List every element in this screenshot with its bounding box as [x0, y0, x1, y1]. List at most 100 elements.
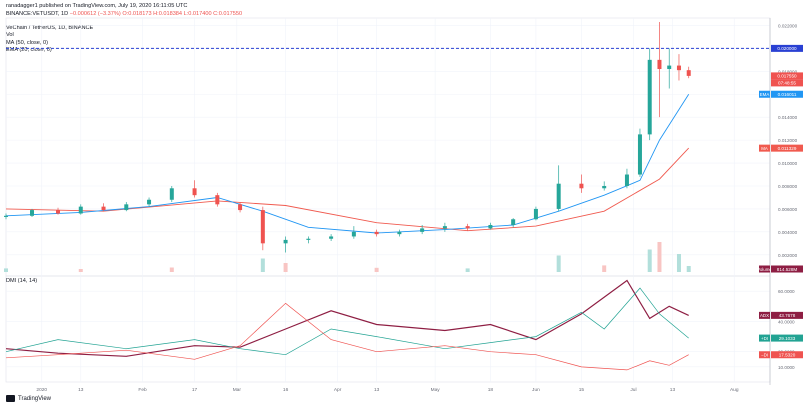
volume-bar: [556, 255, 561, 272]
candle-body: [124, 204, 129, 211]
candle-body: [374, 231, 379, 235]
time-tick-label: 16: [283, 387, 289, 393]
volume-bars: [4, 242, 691, 272]
price-tick-label: 0.010000: [778, 161, 798, 166]
candle-body: [78, 206, 83, 214]
volume-bar: [283, 263, 288, 272]
adx-tag-bg: [771, 311, 803, 319]
last-price-tag: 0.017550: [771, 72, 803, 80]
countdown-tag: 07:48:55: [771, 79, 803, 87]
candle-body: [351, 231, 356, 237]
ema20-line: [5, 93, 690, 234]
plus_di-tag: +DI 29.1033: [759, 334, 803, 342]
time-tick-label: May: [431, 387, 441, 393]
volume-tag: Volume 814.528M: [757, 265, 803, 273]
plus_di-tag-text: 29.1033: [779, 336, 796, 341]
dmi-tick-label: 10.0000: [778, 365, 795, 370]
minus_di-tag-prefix-bg: [759, 351, 770, 359]
ohlc-text: O:0.018173 H:0.018384 L:0.017400 C:0.017…: [122, 11, 243, 17]
ma-tag-bg: [771, 144, 803, 152]
volume-bar: [686, 266, 691, 272]
candle-body: [4, 215, 8, 217]
ma-tag-text: 0.011329: [778, 146, 797, 151]
dmi-tick-label: 60.0000: [778, 289, 795, 294]
symbol-name: BINANCE:VETUSDT, 1D: [6, 11, 69, 17]
time-tick-label: Aug: [730, 387, 739, 393]
publish-line: ranadagger1 published on TradingView.com…: [6, 3, 188, 9]
candle-body: [686, 70, 691, 76]
ma-tag-prefix: MA: [761, 146, 768, 151]
ma50-line: [5, 147, 690, 232]
candle-body: [192, 188, 197, 196]
time-tick-label: 15: [579, 387, 585, 393]
candle-body: [488, 224, 493, 229]
price-tick-label: 0.018000: [778, 69, 798, 74]
plus_di-tag-bg: [771, 334, 803, 342]
ma-tag: MA 0.011329: [759, 144, 803, 152]
candle-body: [283, 239, 288, 244]
dmi-legend: DMI (14, 14): [6, 278, 38, 284]
candle-body: [602, 185, 607, 189]
time-tick-label: 13: [670, 387, 676, 393]
volume-bar: [260, 258, 265, 272]
candle-body: [238, 204, 243, 211]
resistance-tag-text: 0.020000: [777, 46, 797, 51]
axes: 0.0220000.0200000.0180000.0160000.014000…: [36, 18, 798, 393]
candle-body: [647, 59, 652, 135]
countdown-tag-text: 07:48:55: [778, 81, 796, 86]
ma-tag-prefix-bg: [759, 144, 770, 152]
ema-tag-prefix: EMA: [760, 92, 770, 97]
vol-legend: Vol: [6, 32, 14, 38]
time-tick-label: Jun: [532, 387, 540, 393]
volume-tag-prefix-bg: [759, 265, 770, 273]
time-tick-label: Apr: [334, 387, 342, 393]
minus_di-tag-bg: [771, 351, 803, 359]
candle-body: [533, 208, 538, 220]
adx-tag-prefix: ADX: [760, 313, 769, 318]
price-tick-label: 0.022000: [778, 23, 798, 28]
price-tick-label: 0.008000: [778, 184, 798, 189]
candle-body: [442, 226, 447, 229]
minus_di-tag-text: 17.5320: [779, 353, 796, 358]
volume-tag-bg: [771, 265, 803, 273]
candle-body: [215, 195, 220, 205]
tradingview-logo[interactable]: TradingView: [6, 395, 51, 402]
candle-body: [329, 236, 334, 239]
volume-bar: [78, 269, 83, 272]
volume-bar: [374, 267, 379, 272]
main-pane-border: [5, 17, 771, 277]
minus_di-tag-prefix: −DI: [761, 353, 768, 358]
price-tick-label: 0.014000: [778, 115, 798, 120]
ma-layer: [5, 47, 770, 234]
time-tick-label: 17: [192, 387, 198, 393]
ema-tag: EMA 0.016011: [759, 90, 803, 98]
candle-body: [511, 219, 516, 225]
last-price-tag-bg: [771, 72, 803, 80]
ema-tag-bg: [771, 90, 803, 98]
candle-body: [397, 231, 402, 235]
candle-body: [579, 183, 584, 189]
chart-title: VeChain / TetherUS, 1D, BINANCE: [6, 25, 94, 31]
time-tick-label: 13: [78, 387, 84, 393]
candle-body: [101, 206, 106, 211]
last-price-tag-text: 0.017550: [777, 74, 797, 79]
dmi-pane-border: [5, 275, 771, 383]
candle-body: [30, 210, 35, 216]
candles: [4, 22, 691, 253]
candle-body: [260, 210, 265, 244]
price-tick-label: 0.012000: [778, 138, 798, 143]
ma-legend: MA (50, close, 0): [6, 40, 48, 46]
time-tick-label: Feb: [138, 387, 147, 393]
volume-tag-prefix: Volume: [757, 267, 772, 272]
ema-legend: EMA (20, close, 0): [6, 47, 52, 53]
candle-body: [667, 65, 672, 70]
candle-body: [624, 174, 629, 186]
volume-bar: [4, 268, 8, 272]
volume-bar: [169, 267, 174, 272]
volume-tag-text: 814.528M: [777, 267, 798, 272]
price-tick-label: 0.002000: [778, 253, 798, 258]
candle-body: [637, 134, 642, 175]
resistance-tag: 0.020000: [771, 44, 803, 52]
candle-body: [676, 65, 681, 71]
